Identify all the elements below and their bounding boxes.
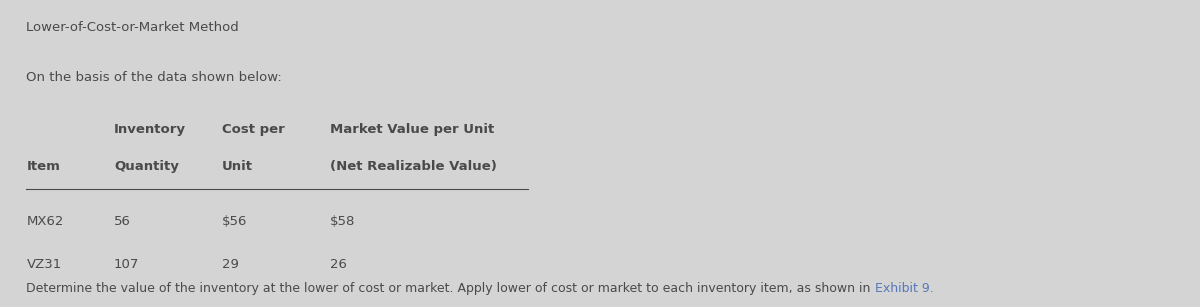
Text: Determine the value of the inventory at the lower of cost or market. Apply lower: Determine the value of the inventory at … <box>26 282 875 295</box>
Text: $58: $58 <box>330 215 355 228</box>
Text: (Net Realizable Value): (Net Realizable Value) <box>330 160 497 173</box>
Text: MX62: MX62 <box>26 215 64 228</box>
Text: $56: $56 <box>222 215 247 228</box>
Text: 107: 107 <box>114 258 139 271</box>
Text: Inventory: Inventory <box>114 123 186 136</box>
Text: Cost per: Cost per <box>222 123 284 136</box>
Text: 29: 29 <box>222 258 239 271</box>
Text: Exhibit 9.: Exhibit 9. <box>875 282 934 295</box>
Text: Quantity: Quantity <box>114 160 179 173</box>
Text: Unit: Unit <box>222 160 253 173</box>
Text: Item: Item <box>26 160 60 173</box>
Text: Market Value per Unit: Market Value per Unit <box>330 123 494 136</box>
Text: Lower-of-Cost-or-Market Method: Lower-of-Cost-or-Market Method <box>26 21 239 34</box>
Text: On the basis of the data shown below:: On the basis of the data shown below: <box>26 71 282 84</box>
Text: 56: 56 <box>114 215 131 228</box>
Text: 26: 26 <box>330 258 347 271</box>
Text: VZ31: VZ31 <box>26 258 61 271</box>
